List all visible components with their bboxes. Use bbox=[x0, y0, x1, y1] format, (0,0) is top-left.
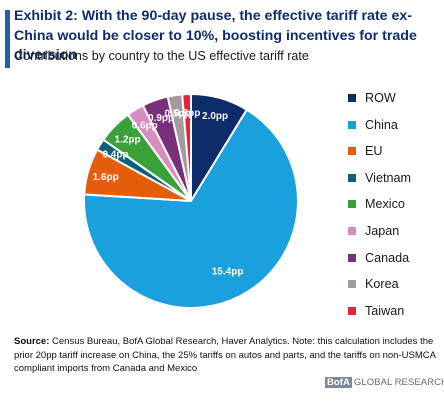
legend-item-korea: Korea bbox=[348, 274, 399, 294]
legend-swatch-row bbox=[348, 94, 356, 102]
legend-label-row: ROW bbox=[365, 91, 396, 105]
source-text: Census Bureau, BofA Global Research, Hav… bbox=[14, 336, 436, 375]
legend-swatch-japan bbox=[348, 227, 356, 235]
legend-swatch-eu bbox=[348, 147, 356, 156]
legend-item-canada: Canada bbox=[348, 248, 409, 268]
slice-label-korea: 0.5pp bbox=[165, 109, 191, 120]
legend-item-mexico: Mexico bbox=[348, 194, 405, 214]
legend-swatch-taiwan bbox=[348, 306, 356, 315]
source-note: Source: Census Bureau, BofA Global Resea… bbox=[14, 335, 440, 376]
legend-item-vietnam: Vietnam bbox=[348, 168, 411, 188]
legend-swatch-china bbox=[348, 120, 356, 129]
legend-label-mexico: Mexico bbox=[365, 197, 405, 212]
title-accent-bar bbox=[5, 10, 10, 68]
legend-item-japan: Japan bbox=[348, 221, 399, 241]
slice-label-vietnam: 0.4pp bbox=[102, 150, 128, 161]
bofa-logo-box: BofA bbox=[325, 377, 352, 388]
legend-swatch-korea bbox=[348, 280, 356, 289]
legend-item-china: China bbox=[348, 115, 398, 135]
slice-label-japan: 0.6pp bbox=[132, 121, 158, 132]
slice-label-eu: 1.6pp bbox=[93, 172, 119, 183]
logo-text: GLOBAL RESEARCH bbox=[353, 377, 444, 388]
slice-label-taiwan: 0.3pp bbox=[174, 108, 200, 119]
legend-label-eu: EU bbox=[365, 144, 383, 159]
legend-swatch-vietnam bbox=[348, 173, 356, 182]
slice-label-canada: 0.9pp bbox=[148, 113, 174, 124]
slice-label-mexico: 1.2pp bbox=[115, 134, 141, 145]
pie-slice-china bbox=[83, 108, 299, 309]
bofa-global-research-logo: BofA GLOBAL RESEARCH bbox=[325, 377, 444, 388]
legend-label-korea: Korea bbox=[365, 277, 399, 292]
slice-label-china: 15.4pp bbox=[212, 267, 244, 278]
legend-label-china: China bbox=[365, 117, 398, 132]
legend-label-vietnam: Vietnam bbox=[365, 170, 411, 185]
source-label: Source: bbox=[14, 336, 50, 347]
legend-label-japan: Japan bbox=[365, 224, 400, 238]
pie-slice-taiwan bbox=[181, 92, 192, 202]
legend-swatch-mexico bbox=[348, 200, 356, 209]
chart-title: Exhibit 2: With the 90-day pause, the ef… bbox=[14, 8, 417, 63]
legend-label-canada: Canada bbox=[365, 250, 410, 265]
legend-item-row: ROW bbox=[348, 88, 396, 108]
chart-subtitle: Contributions by country to the US effec… bbox=[14, 49, 309, 63]
legend-swatch-canada bbox=[348, 253, 356, 262]
legend-item-taiwan: Taiwan bbox=[348, 301, 404, 321]
legend-item-eu: EU bbox=[348, 141, 383, 161]
slice-label-row: 2.0pp bbox=[202, 111, 228, 122]
legend-label-taiwan: Taiwan bbox=[365, 303, 405, 318]
